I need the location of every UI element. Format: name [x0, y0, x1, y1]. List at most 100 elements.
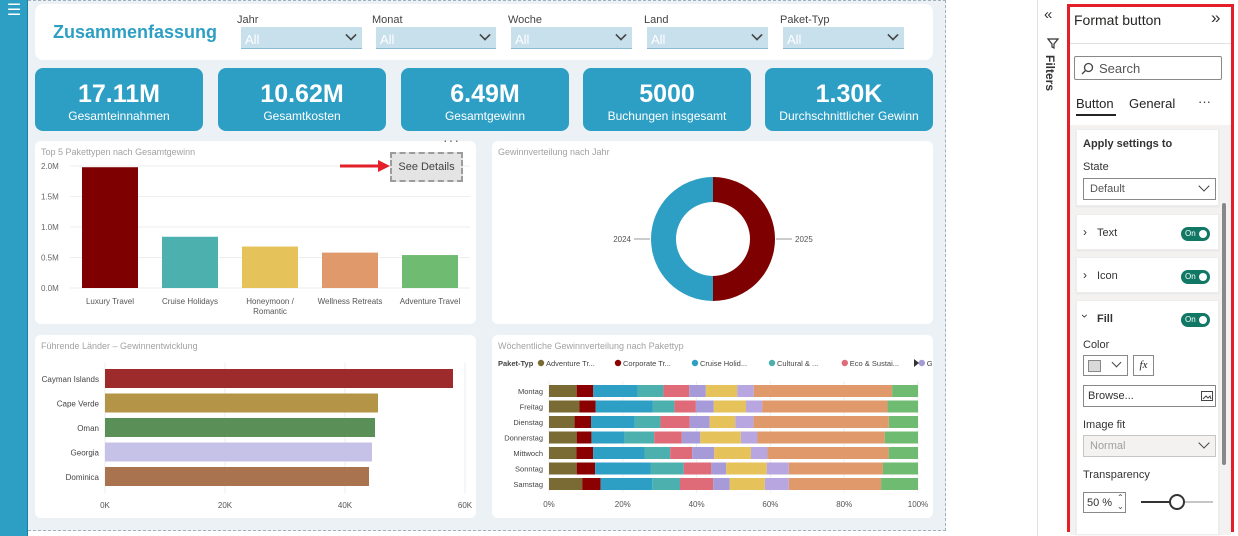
stacked-chart-svg: Paket-Typ Adventure Tr... Corporate Tr... C… [498, 359, 933, 509]
legend-label: Cultural & ... [777, 359, 818, 368]
filter-icon [1047, 38, 1059, 49]
stack-segment [652, 478, 680, 490]
x-tick-label: Honeymoon / [246, 297, 294, 306]
chart-fuehrende-laender[interactable]: Führende Länder – Gewinnentwicklung 0K 20… [35, 335, 476, 518]
chevron-down-icon[interactable]: › [1078, 314, 1092, 318]
bar [105, 418, 375, 437]
transparency-slider[interactable] [1141, 494, 1213, 510]
stack-segment [576, 385, 594, 397]
bar [105, 467, 369, 486]
y-tick-label: Cayman Islands [42, 375, 99, 384]
stack-segment [692, 447, 715, 459]
bar-chart-svg: 0.0M 0.5M 1.0M 1.5M 2.0M Luxury Travel Cruise … [41, 162, 470, 316]
stack-segment [549, 385, 577, 397]
image-icon [1201, 391, 1213, 401]
stack-segment [788, 478, 882, 490]
stack-segment [766, 462, 789, 475]
slicer-value: All [651, 32, 666, 47]
text-section[interactable]: › Text On [1076, 214, 1219, 250]
left-nav-bar [0, 0, 28, 536]
stack-segment [753, 416, 889, 428]
slider-thumb[interactable] [1169, 494, 1185, 510]
color-picker[interactable] [1083, 355, 1128, 376]
spin-icon[interactable]: ⌃ ⌄ [1117, 493, 1124, 511]
x-tick-label: 40K [338, 501, 353, 510]
slicer-paket-typ[interactable]: All [783, 27, 904, 49]
legend-label: Adventure Tr... [546, 359, 595, 368]
tab-button[interactable]: Button [1076, 96, 1114, 111]
chart-gewinnverteilung-jahr[interactable]: Gewinnverteilung nach Jahr 2024 2025 [492, 141, 933, 324]
icon-section[interactable]: › Icon On [1076, 257, 1219, 293]
section-label-fill: Fill [1097, 313, 1113, 325]
stack-segment [788, 462, 883, 475]
collapse-left-icon[interactable]: « [1044, 6, 1053, 23]
chart-woechentliche-gewinnverteilung[interactable]: Wöchentliche Gewinnverteilung nach Paket… [492, 335, 933, 518]
more-options-icon[interactable]: ··· [443, 132, 460, 148]
slicer-monat[interactable]: All [376, 27, 496, 49]
slicer-label-paket-typ: Paket-Typ [780, 14, 830, 26]
kpi-value: 17.11M [77, 80, 160, 108]
chevron-down-icon [615, 29, 627, 41]
stack-segment [757, 431, 885, 444]
slicer-value: All [245, 32, 260, 47]
active-tab-indicator [1076, 114, 1116, 116]
kpi-buchungen: 5000 Buchungen insgesamt [583, 68, 751, 131]
stack-segment [683, 462, 712, 475]
y-tick-label: 1.0M [41, 223, 59, 232]
color-label: Color [1083, 339, 1110, 351]
slicer-value: All [515, 32, 530, 47]
image-fit-value: Normal [1090, 440, 1126, 452]
y-tick-label: Georgia [71, 449, 100, 458]
fx-button[interactable]: fx [1133, 355, 1154, 376]
x-tick-label: 60K [458, 501, 473, 510]
stack-segment [713, 400, 747, 413]
legend-title: Paket-Typ [498, 359, 534, 368]
stack-segment [549, 447, 577, 459]
browse-input[interactable]: Browse... [1083, 385, 1216, 407]
tab-general[interactable]: General [1129, 96, 1176, 111]
slicer-land[interactable]: All [647, 27, 768, 49]
stack-segment [713, 478, 730, 490]
filters-label[interactable]: Filters [1043, 55, 1057, 92]
image-fit-dropdown[interactable]: Normal [1083, 435, 1216, 457]
x-tick-label: 0K [100, 501, 110, 510]
transparency-input[interactable]: 50 % ⌃ ⌄ [1083, 492, 1126, 513]
scrollbar[interactable] [1222, 203, 1226, 465]
filters-strip: « Filters [1037, 0, 1067, 536]
slicer-woche[interactable]: All [511, 27, 632, 49]
text-toggle[interactable]: On [1181, 227, 1210, 241]
kpi-gesamteinnahmen: 17.11M Gesamteinnahmen [35, 68, 203, 131]
page-title: Zusammenfassung [53, 22, 218, 42]
chart-title: Wöchentliche Gewinnverteilung nach Paket… [498, 341, 684, 351]
stack-segment [595, 462, 651, 475]
format-pane: Format button » Search Button General ··… [1067, 4, 1234, 535]
expand-right-icon[interactable]: » [1211, 8, 1221, 27]
stack-segment [593, 447, 645, 459]
legend-marker [768, 359, 776, 367]
stack-segment [711, 462, 727, 475]
kpi-value: 10.62M [260, 80, 344, 108]
transparency-label: Transparency [1083, 469, 1150, 481]
more-options-icon[interactable]: ··· [1198, 94, 1211, 109]
slicer-label-jahr: Jahr [237, 14, 259, 26]
hamburger-menu-icon[interactable]: ☰ [6, 2, 22, 19]
stack-segment [549, 400, 580, 413]
divider [1070, 43, 1231, 44]
stack-segment [660, 416, 690, 428]
icon-toggle[interactable]: On [1181, 270, 1210, 284]
search-input[interactable]: Search [1074, 56, 1222, 80]
kpi-value: 6.49M [450, 80, 520, 108]
slicer-jahr[interactable]: All [241, 27, 362, 49]
bar [162, 236, 218, 288]
section-label-icon: Icon [1097, 270, 1118, 282]
state-dropdown[interactable]: Default [1083, 178, 1216, 200]
fill-toggle[interactable]: On [1181, 313, 1210, 327]
kpi-value: 1.30K [815, 80, 883, 108]
chevron-right-icon: › [1083, 225, 1087, 239]
stack-segment [695, 400, 714, 413]
see-details-button[interactable]: See Details [390, 152, 463, 182]
stack-segment [750, 447, 768, 459]
slider-fill [1141, 501, 1177, 503]
kpi-gesamtkosten: 10.62M Gesamtkosten [218, 68, 386, 131]
x-tick-label: Luxury Travel [86, 297, 134, 306]
